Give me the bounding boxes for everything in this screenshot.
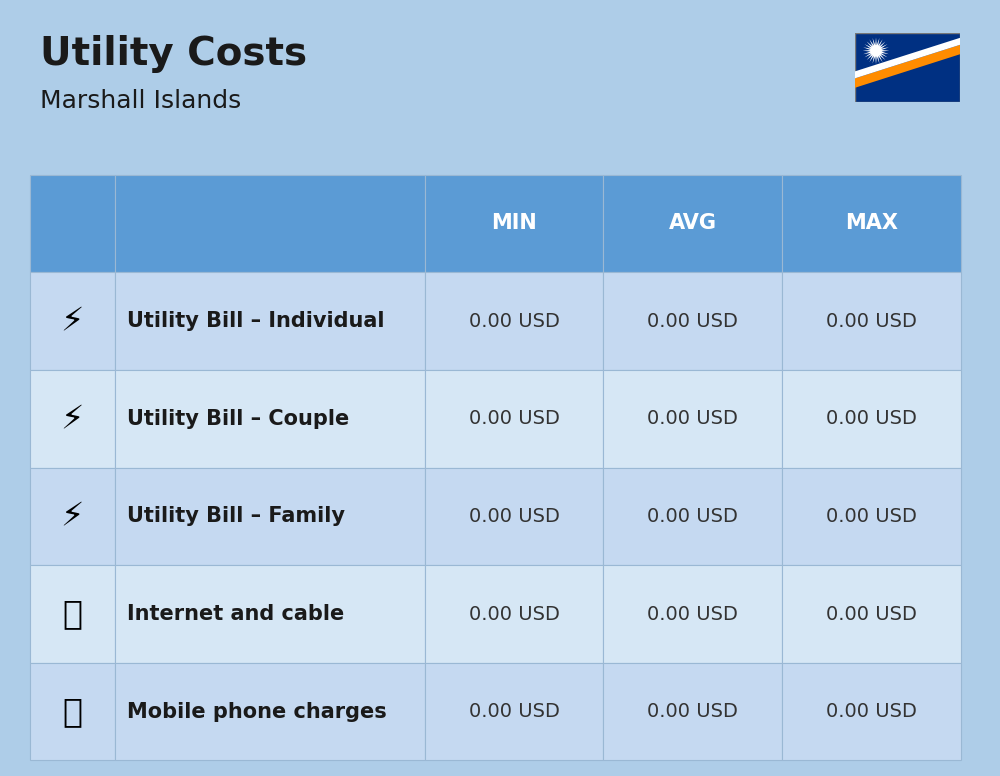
Text: 0.00 USD: 0.00 USD [826,702,917,721]
Text: 0.00 USD: 0.00 USD [647,409,738,428]
Text: ⚡: ⚡ [61,304,84,338]
Text: 0.00 USD: 0.00 USD [826,605,917,623]
FancyBboxPatch shape [425,370,603,467]
FancyBboxPatch shape [603,175,782,272]
FancyBboxPatch shape [425,467,603,565]
Text: Utility Bill – Family: Utility Bill – Family [127,507,345,526]
Text: 0.00 USD: 0.00 USD [647,507,738,526]
Text: Internet and cable: Internet and cable [127,604,344,624]
FancyBboxPatch shape [115,565,425,663]
Text: MAX: MAX [845,213,898,234]
FancyBboxPatch shape [115,467,425,565]
FancyBboxPatch shape [30,663,115,760]
FancyBboxPatch shape [115,272,425,370]
Text: 0.00 USD: 0.00 USD [469,507,560,526]
Text: Utility Costs: Utility Costs [40,35,307,73]
FancyBboxPatch shape [782,565,961,663]
FancyBboxPatch shape [603,272,782,370]
FancyBboxPatch shape [603,565,782,663]
FancyBboxPatch shape [782,663,961,760]
FancyBboxPatch shape [782,272,961,370]
FancyBboxPatch shape [30,272,115,370]
FancyBboxPatch shape [30,467,115,565]
FancyBboxPatch shape [425,565,603,663]
FancyBboxPatch shape [603,370,782,467]
FancyBboxPatch shape [115,663,425,760]
Text: 0.00 USD: 0.00 USD [647,605,738,623]
Text: Marshall Islands: Marshall Islands [40,89,241,113]
FancyBboxPatch shape [425,272,603,370]
Text: 0.00 USD: 0.00 USD [647,312,738,331]
FancyBboxPatch shape [30,175,115,272]
Text: 0.00 USD: 0.00 USD [469,312,560,331]
Text: 📶: 📶 [62,598,82,631]
FancyBboxPatch shape [782,175,961,272]
FancyBboxPatch shape [30,565,115,663]
FancyBboxPatch shape [30,370,115,467]
Text: Utility Bill – Couple: Utility Bill – Couple [127,409,349,428]
Text: ⚡: ⚡ [61,402,84,435]
FancyBboxPatch shape [855,33,960,102]
Text: 0.00 USD: 0.00 USD [469,702,560,721]
Text: Utility Bill – Individual: Utility Bill – Individual [127,311,384,331]
Text: 0.00 USD: 0.00 USD [826,312,917,331]
Text: 0.00 USD: 0.00 USD [826,409,917,428]
Text: ⚡: ⚡ [61,500,84,533]
Text: 0.00 USD: 0.00 USD [469,409,560,428]
FancyBboxPatch shape [425,175,603,272]
Polygon shape [855,45,960,88]
FancyBboxPatch shape [603,467,782,565]
Text: 0.00 USD: 0.00 USD [647,702,738,721]
Polygon shape [855,38,960,78]
Text: AVG: AVG [669,213,717,234]
FancyBboxPatch shape [782,370,961,467]
Polygon shape [863,37,889,64]
FancyBboxPatch shape [425,663,603,760]
Text: Mobile phone charges: Mobile phone charges [127,702,386,722]
FancyBboxPatch shape [603,663,782,760]
Text: 0.00 USD: 0.00 USD [469,605,560,623]
Text: MIN: MIN [491,213,537,234]
Text: 0.00 USD: 0.00 USD [826,507,917,526]
FancyBboxPatch shape [115,370,425,467]
FancyBboxPatch shape [782,467,961,565]
FancyBboxPatch shape [115,175,425,272]
Text: 📱: 📱 [62,695,82,728]
